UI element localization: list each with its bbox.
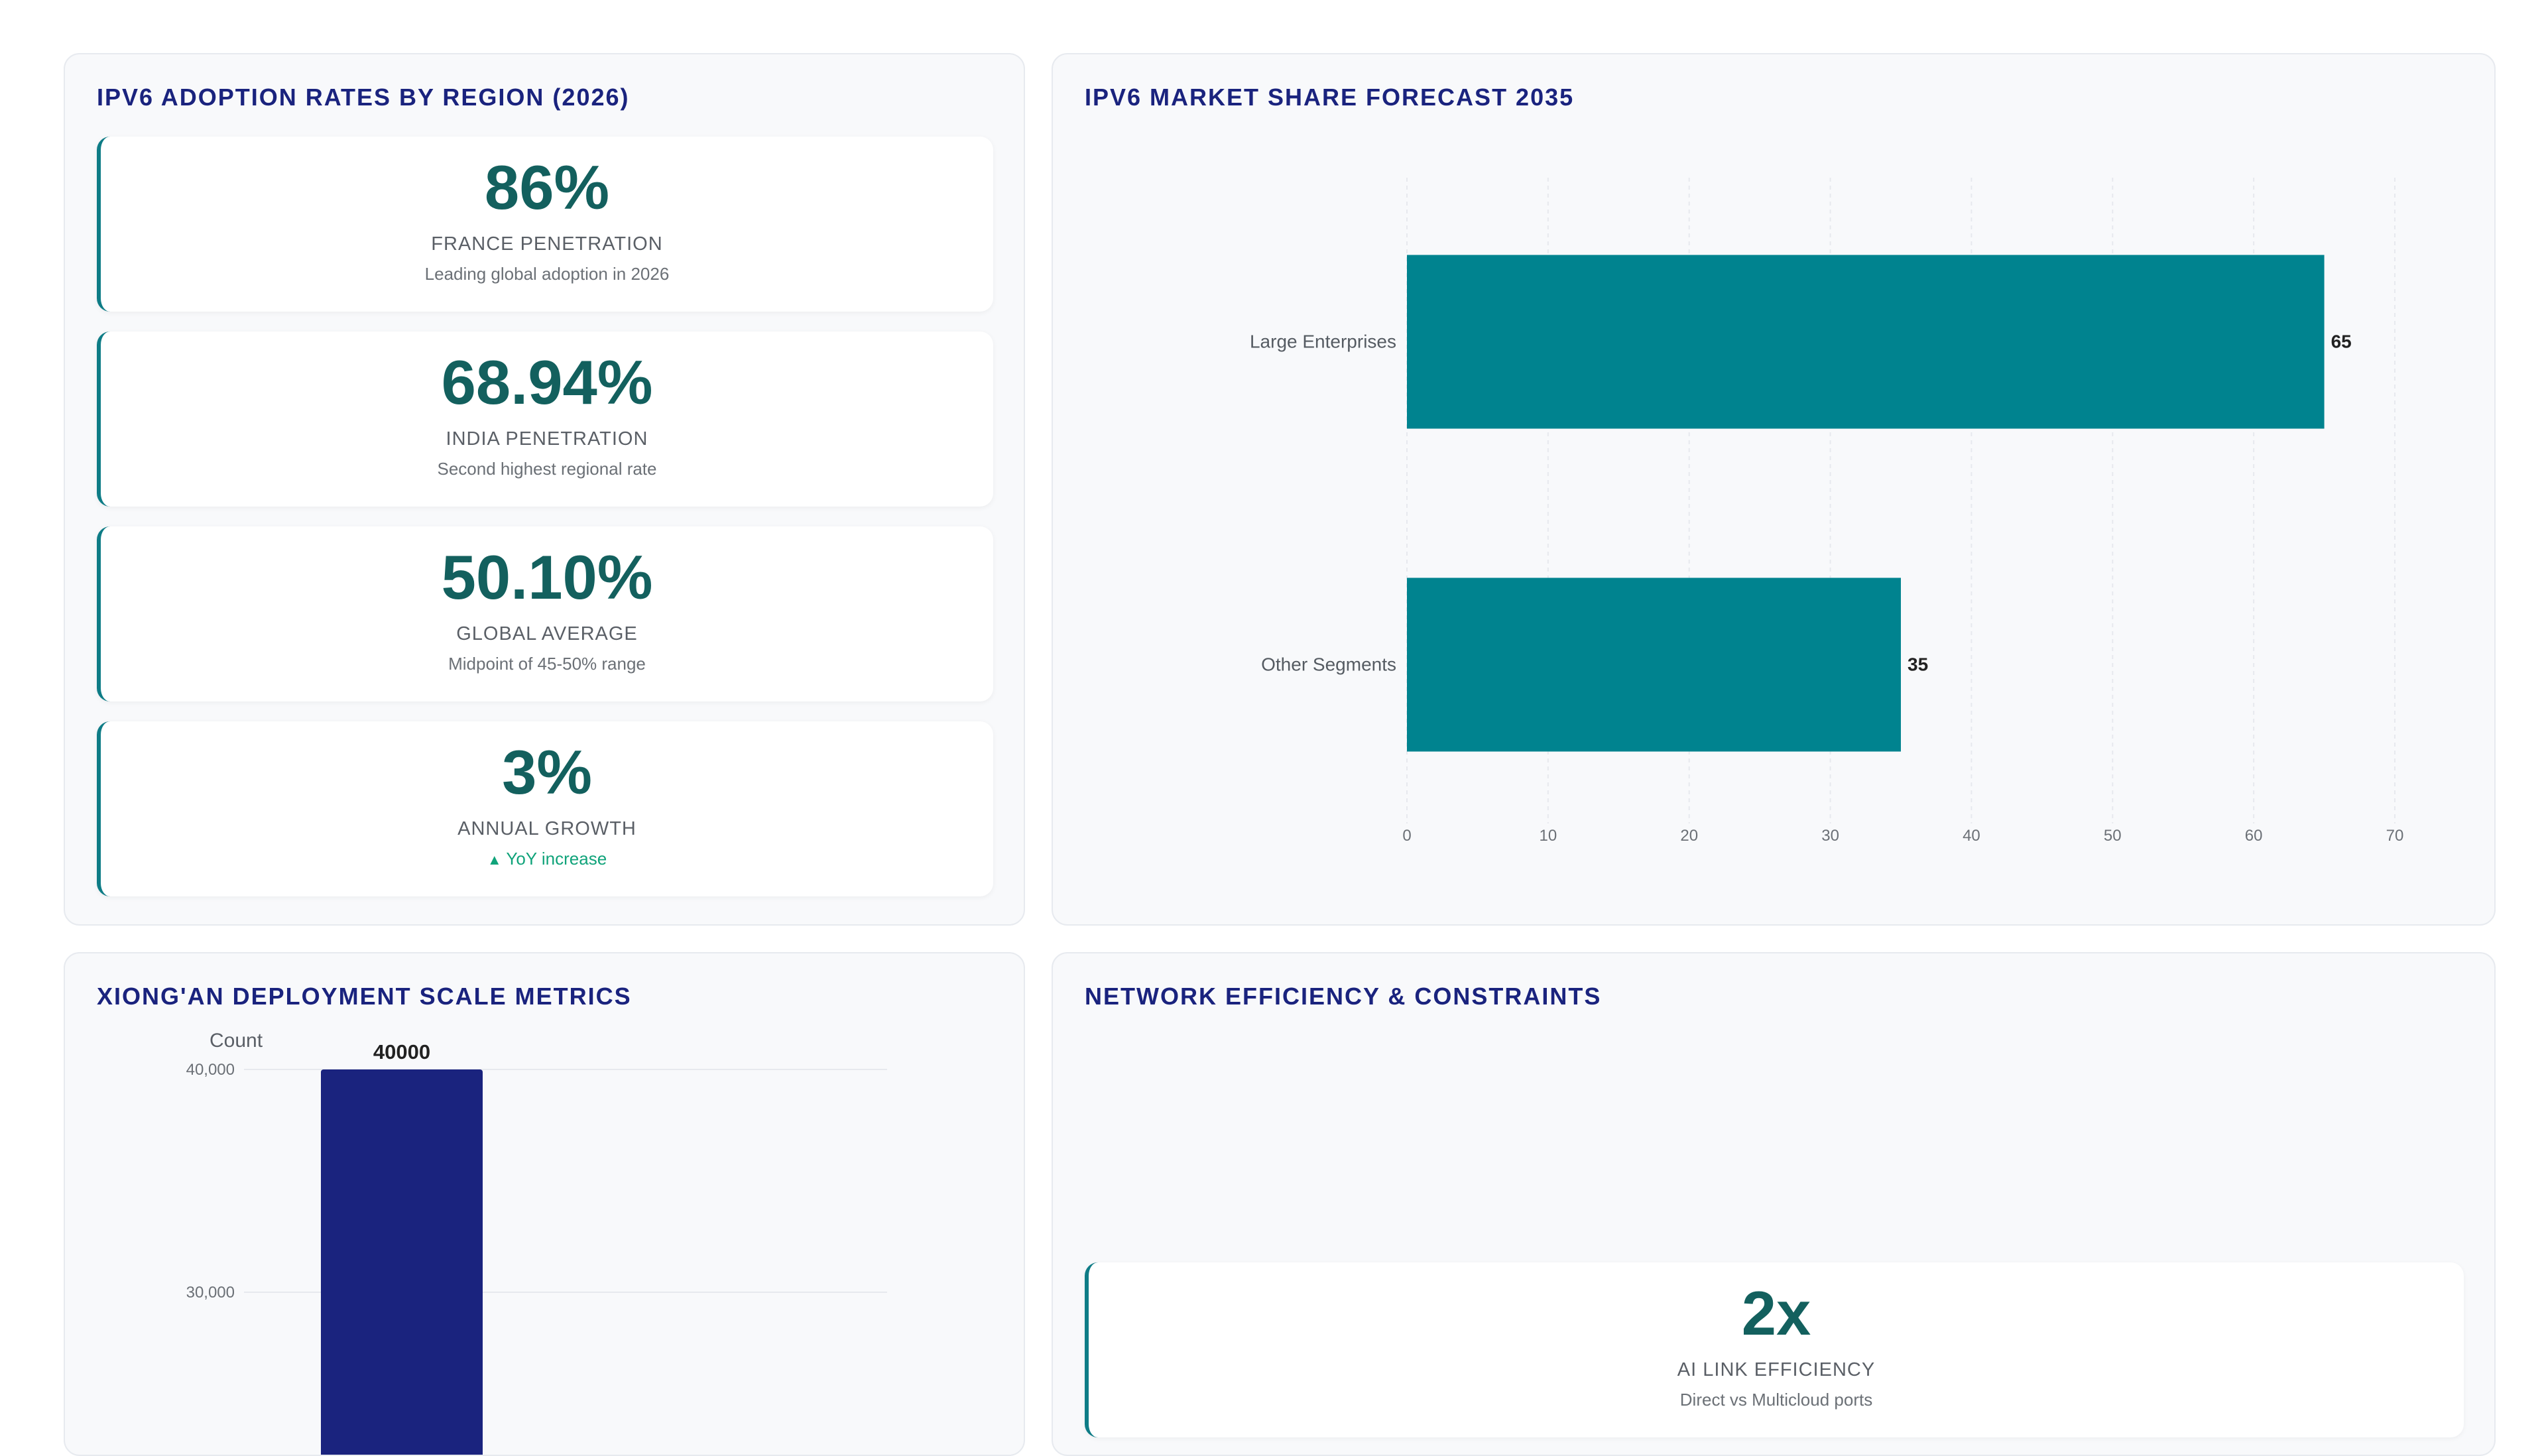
x-tick-label: 60 <box>2245 827 2263 845</box>
bar <box>321 1069 483 1455</box>
stat-card-france: 86% France Penetration Leading global ad… <box>97 137 993 312</box>
stat-sub: ▲ YoY increase <box>101 849 993 869</box>
stat-label: Annual Growth <box>457 818 636 839</box>
adoption-panel: IPv6 Adoption Rates by Region (2026) 86%… <box>64 53 1025 926</box>
market-share-chart: 0 10 20 30 40 50 60 70 Large Enterprises 65 Other … <box>1250 178 2404 845</box>
bar <box>1407 255 2325 429</box>
category-label: Large Enterprises <box>1250 332 1396 352</box>
market-share-panel: IPv6 Market Share Forecast 2035 0 10 20 30 4… <box>1052 53 2496 926</box>
stat-card-ai-link-efficiency: 2x AI Link Efficiency Direct vs Multiclo… <box>1085 1262 2464 1437</box>
stat-sub: Leading global adoption in 2026 <box>424 264 670 284</box>
x-tick-label: 10 <box>1540 827 1557 845</box>
xiongan-chart: Count 40,000 30,000 40000 <box>186 1030 887 1455</box>
stat-label: Global Average <box>456 623 638 644</box>
stat-sub: Second highest regional rate <box>437 459 657 479</box>
x-tick-label: 40 <box>1963 827 1980 845</box>
data-label: 65 <box>2331 332 2352 352</box>
stat-sub-text: YoY increase <box>506 849 607 869</box>
data-label: 40000 <box>373 1040 430 1063</box>
category-label: Other Segments <box>1261 654 1396 675</box>
stat-card-global-average: 50.10% Global Average Midpoint of 45-50%… <box>97 526 993 701</box>
x-tick-label: 50 <box>2104 827 2122 845</box>
stat-card-india: 68.94% India Penetration Second highest … <box>97 332 993 507</box>
efficiency-panel: Network Efficiency & Constraints 2x AI L… <box>1052 952 2496 1456</box>
stat-label: AI Link Efficiency <box>1677 1359 1876 1380</box>
stat-value: 86% <box>484 152 610 222</box>
stat-sub: Midpoint of 45-50% range <box>448 654 646 674</box>
x-tick-label: 30 <box>1821 827 1839 845</box>
market-share-panel-title: IPv6 Market Share Forecast 2035 <box>1085 84 1575 111</box>
efficiency-panel-title: Network Efficiency & Constraints <box>1085 983 1602 1010</box>
y-tick-label: 40,000 <box>186 1061 235 1079</box>
x-tick-label: 70 <box>2386 827 2404 845</box>
adoption-panel-title: IPv6 Adoption Rates by Region (2026) <box>97 84 630 111</box>
xiongan-panel: Xiong'an Deployment Scale Metrics Count 4… <box>64 952 1025 1456</box>
stat-sub: Direct vs Multicloud ports <box>1679 1390 1873 1410</box>
stat-value: 68.94% <box>441 347 653 417</box>
bar <box>1407 577 1901 752</box>
y-tick-label: 30,000 <box>186 1284 235 1302</box>
x-tick-label: 0 <box>1402 827 1411 845</box>
stat-label: France Penetration <box>431 233 663 255</box>
xiongan-panel-title: Xiong'an Deployment Scale Metrics <box>97 983 632 1010</box>
x-tick-label: 20 <box>1680 827 1698 845</box>
stat-value: 50.10% <box>441 542 653 612</box>
y-axis-title: Count <box>210 1030 263 1052</box>
stat-value: 2x <box>1741 1278 1811 1348</box>
stat-card-annual-growth: 3% Annual Growth ▲ YoY increase <box>97 721 993 896</box>
data-label: 35 <box>1908 654 1928 675</box>
triangle-up-icon: ▲ <box>487 851 502 868</box>
stat-label: India Penetration <box>446 428 648 450</box>
stat-value: 3% <box>502 737 592 807</box>
